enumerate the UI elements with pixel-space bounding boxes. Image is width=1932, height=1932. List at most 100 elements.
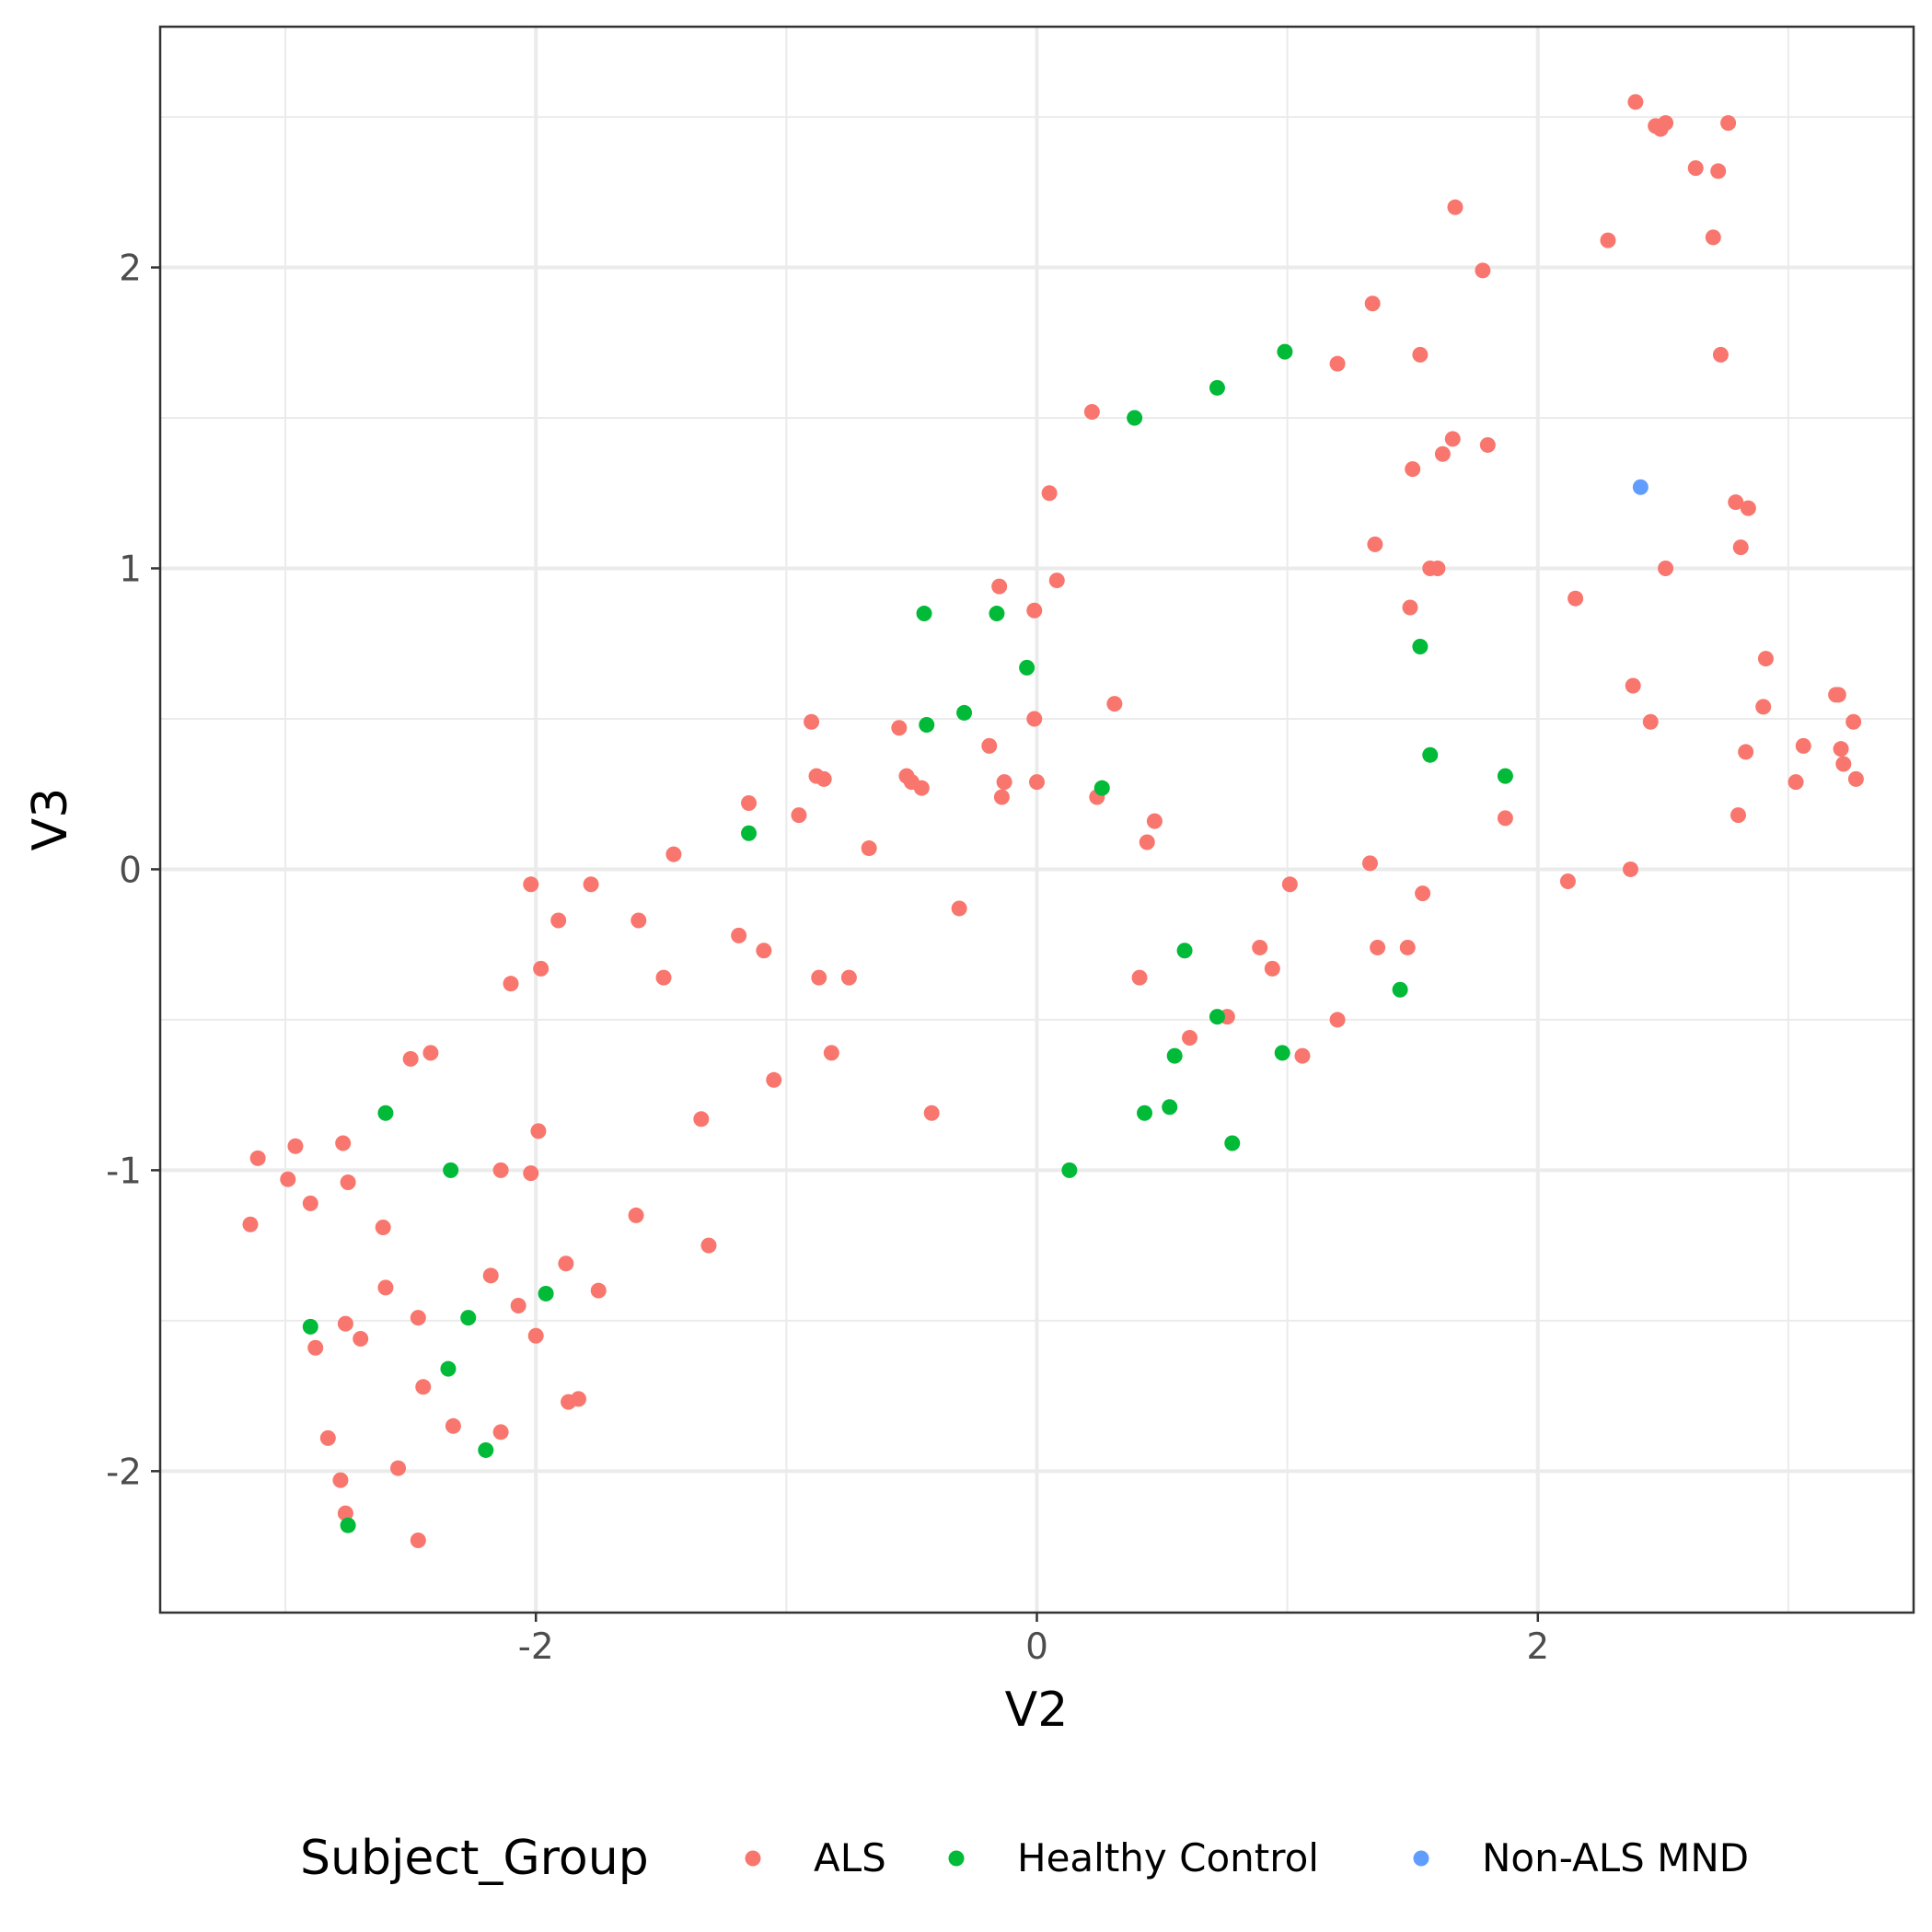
point-als: [1625, 677, 1641, 694]
point-als: [756, 943, 772, 959]
point-als: [375, 1220, 391, 1236]
point-als: [390, 1460, 407, 1476]
point-healthy-control: [1127, 410, 1143, 426]
point-als: [1475, 262, 1491, 279]
point-als: [991, 578, 1008, 595]
point-als: [1627, 94, 1644, 110]
point-als: [422, 1045, 439, 1061]
legend-item-als: ALS: [745, 1835, 886, 1880]
point-als: [558, 1255, 574, 1272]
point-als: [1830, 687, 1846, 703]
legend: Subject_Group ALS Healthy Control Non-ALS …: [300, 1831, 1749, 1886]
point-als: [811, 969, 827, 986]
point-als: [492, 1162, 509, 1178]
point-healthy-control: [1274, 1045, 1290, 1061]
point-als: [1131, 969, 1148, 986]
point-healthy-control: [1277, 343, 1293, 360]
point-healthy-control: [956, 704, 973, 721]
point-als: [804, 713, 820, 730]
point-als: [861, 840, 877, 857]
legend-title: Subject_Group: [300, 1831, 649, 1886]
point-als: [1559, 873, 1576, 890]
point-als: [913, 780, 930, 796]
point-als: [1479, 436, 1496, 453]
point-als: [242, 1216, 259, 1232]
point-als: [631, 912, 647, 929]
point-als: [1329, 355, 1346, 372]
point-als: [1026, 711, 1043, 727]
x-tick-label: -2: [518, 1626, 554, 1668]
point-als: [741, 795, 758, 812]
point-healthy-control: [1422, 746, 1439, 763]
point-als: [1730, 807, 1746, 824]
point-healthy-control: [302, 1318, 318, 1335]
point-als: [1361, 855, 1378, 872]
axes: -2 0 2 -2 -1 0 1 2: [106, 249, 1549, 1668]
point-als: [287, 1138, 304, 1154]
point-als: [1106, 696, 1123, 712]
y-tick-label: 1: [119, 550, 142, 591]
point-healthy-control: [1392, 981, 1408, 998]
point-healthy-control: [919, 717, 935, 734]
point-als: [1329, 1012, 1346, 1028]
point-als: [1405, 461, 1421, 478]
point-healthy-control: [440, 1360, 457, 1377]
point-als: [823, 1045, 839, 1061]
point-als: [981, 737, 998, 754]
point-healthy-control: [1019, 659, 1035, 676]
point-als: [1622, 861, 1638, 877]
point-als: [1687, 160, 1704, 177]
point-als: [923, 1105, 940, 1121]
point-als: [1755, 699, 1772, 715]
point-als: [482, 1267, 499, 1284]
point-als: [1738, 744, 1754, 760]
point-als: [307, 1339, 324, 1356]
point-als: [510, 1298, 526, 1314]
y-tick-label: -2: [106, 1452, 142, 1493]
point-als: [693, 1111, 710, 1128]
point-healthy-control: [1412, 639, 1429, 655]
point-als: [1444, 431, 1461, 447]
point-healthy-control: [1137, 1105, 1153, 1121]
point-als: [1568, 590, 1584, 607]
point-als: [1370, 939, 1386, 955]
point-als: [337, 1505, 353, 1521]
point-als: [1740, 500, 1756, 516]
point-als: [319, 1429, 336, 1446]
point-als: [335, 1135, 352, 1151]
point-als: [1415, 885, 1431, 902]
x-tick-label: 0: [1025, 1626, 1048, 1668]
legend-label-als: ALS: [814, 1835, 886, 1880]
point-als: [1146, 813, 1163, 829]
point-als: [1712, 346, 1729, 363]
point-als: [1600, 232, 1616, 249]
point-als: [570, 1391, 586, 1407]
point-healthy-control: [1176, 943, 1193, 959]
legend-items: ALS Healthy Control Non-ALS MND: [745, 1835, 1749, 1880]
point-als: [1642, 713, 1659, 730]
point-als: [1281, 876, 1298, 893]
point-als: [1294, 1047, 1311, 1064]
point-als: [523, 1165, 539, 1182]
point-als: [1029, 774, 1045, 791]
point-healthy-control: [1209, 1009, 1225, 1025]
point-als: [1728, 494, 1744, 511]
point-healthy-control: [443, 1162, 459, 1178]
legend-item-healthy-control: Healthy Control: [948, 1835, 1319, 1880]
point-als: [816, 770, 832, 787]
legend-label-healthy-control: Healthy Control: [1017, 1835, 1319, 1880]
point-als: [1412, 346, 1429, 363]
point-als: [1757, 651, 1774, 667]
legend-key-non-als-mnd: [1413, 1850, 1429, 1867]
point-als: [840, 969, 857, 986]
point-healthy-control: [478, 1441, 494, 1458]
point-als: [1402, 599, 1418, 616]
point-als: [280, 1171, 296, 1187]
point-healthy-control: [741, 825, 758, 841]
point-als: [332, 1472, 349, 1488]
point-als: [415, 1379, 432, 1395]
point-als: [1048, 573, 1065, 589]
point-als: [1434, 445, 1451, 462]
legend-key-healthy-control: [948, 1850, 965, 1867]
point-als: [731, 927, 747, 943]
